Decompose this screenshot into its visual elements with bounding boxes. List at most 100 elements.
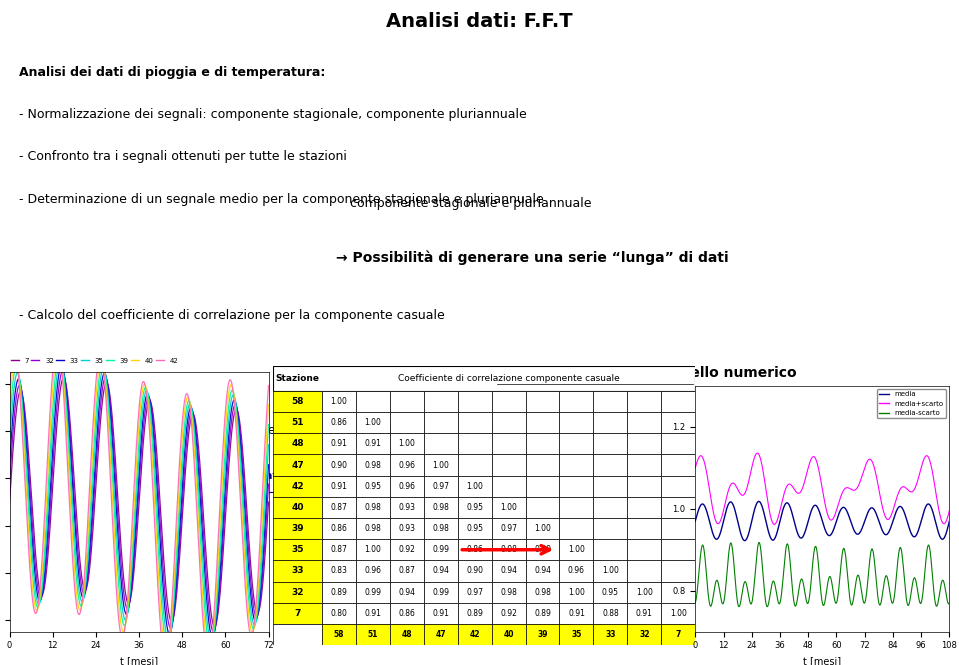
Bar xyxy=(457,602,492,624)
Bar xyxy=(492,539,526,561)
Bar xyxy=(457,581,492,602)
Bar xyxy=(356,624,389,645)
Bar xyxy=(662,391,695,412)
Bar xyxy=(662,434,695,454)
Text: 0.96: 0.96 xyxy=(398,461,415,469)
Bar xyxy=(457,434,492,454)
Text: - Confronto tra i segnali ottenuti per tutte le stazioni: - Confronto tra i segnali ottenuti per t… xyxy=(19,150,347,164)
Text: → Possibilità di generare una serie “lunga” di dati: → Possibilità di generare una serie “lun… xyxy=(336,251,728,265)
Text: 0.87: 0.87 xyxy=(331,503,347,512)
Bar xyxy=(389,412,424,434)
Bar xyxy=(457,412,492,434)
Text: 0.92: 0.92 xyxy=(501,608,517,618)
Bar xyxy=(662,454,695,475)
Text: 1.00: 1.00 xyxy=(501,503,517,512)
Text: 0.91: 0.91 xyxy=(364,608,381,618)
Bar xyxy=(389,624,424,645)
Bar xyxy=(356,581,389,602)
Text: 0.98: 0.98 xyxy=(501,545,517,554)
Text: Esempio:: Esempio: xyxy=(19,424,83,438)
Text: 0.87: 0.87 xyxy=(331,545,347,554)
Bar xyxy=(526,624,559,645)
Text: 42: 42 xyxy=(469,630,480,639)
Text: 0.96: 0.96 xyxy=(568,567,585,575)
Bar xyxy=(492,561,526,581)
Bar xyxy=(322,624,356,645)
Bar xyxy=(322,412,356,434)
Text: Coefficiente di correlazione componente casuale: Coefficiente di correlazione componente … xyxy=(398,374,620,383)
Text: Analisi dati medi mensili di temperatura dal 1990-1998 (11 stazioni): Analisi dati medi mensili di temperatura… xyxy=(86,424,519,438)
Bar xyxy=(424,602,457,624)
Bar xyxy=(356,434,389,454)
Text: Componente stagionale (segnale depurato dalla media): Componente stagionale (segnale depurato … xyxy=(19,471,367,481)
Text: - Determinazione di un segnale medio per la componente stagionale e pluriannuale: - Determinazione di un segnale medio per… xyxy=(19,193,544,206)
Bar xyxy=(273,475,322,497)
Text: 48: 48 xyxy=(292,440,304,448)
Bar xyxy=(273,602,322,624)
Text: 0.86: 0.86 xyxy=(466,545,483,554)
Bar xyxy=(356,602,389,624)
Bar xyxy=(662,602,695,624)
Text: 0.98: 0.98 xyxy=(433,503,449,512)
Bar xyxy=(627,391,662,412)
Bar xyxy=(627,624,662,645)
Text: 47: 47 xyxy=(435,630,446,639)
Text: Stazione: Stazione xyxy=(275,374,319,383)
Text: 7: 7 xyxy=(675,630,681,639)
Text: 1.00: 1.00 xyxy=(433,461,449,469)
Text: 0.98: 0.98 xyxy=(364,524,381,533)
Text: 1.00: 1.00 xyxy=(534,524,550,533)
Text: 0.94: 0.94 xyxy=(500,567,517,575)
Text: 51: 51 xyxy=(292,418,304,427)
Text: 39: 39 xyxy=(292,524,304,533)
Bar xyxy=(492,602,526,624)
Bar xyxy=(389,391,424,412)
Bar xyxy=(389,581,424,602)
Text: 0.93: 0.93 xyxy=(398,503,415,512)
Bar xyxy=(526,602,559,624)
Legend: media, media+scarto, media-scarto: media, media+scarto, media-scarto xyxy=(877,389,946,418)
Bar xyxy=(492,391,526,412)
Bar xyxy=(273,454,322,475)
Text: - Calcolo del coefficiente di correlazione per la componente casuale: - Calcolo del coefficiente di correlazio… xyxy=(19,309,445,322)
Text: 0.87: 0.87 xyxy=(398,567,415,575)
Bar xyxy=(594,624,627,645)
Text: 0.83: 0.83 xyxy=(331,567,347,575)
Text: → Confronto tra le serie da utilizzare nel modello numerico: → Confronto tra le serie da utilizzare n… xyxy=(336,366,796,380)
Text: 32: 32 xyxy=(639,630,649,639)
Text: 0.97: 0.97 xyxy=(466,588,483,597)
Bar xyxy=(559,539,594,561)
X-axis label: t [mesi]: t [mesi] xyxy=(120,656,158,665)
Bar xyxy=(457,518,492,539)
Bar xyxy=(662,539,695,561)
Bar xyxy=(457,454,492,475)
Bar xyxy=(492,454,526,475)
Bar xyxy=(424,391,457,412)
Bar xyxy=(627,412,662,434)
Bar xyxy=(594,475,627,497)
Bar xyxy=(594,561,627,581)
Bar xyxy=(559,518,594,539)
Text: 1.00: 1.00 xyxy=(398,440,415,448)
Text: 0.89: 0.89 xyxy=(331,588,347,597)
Text: 0.98: 0.98 xyxy=(364,503,381,512)
Bar xyxy=(492,624,526,645)
Text: 51: 51 xyxy=(367,630,378,639)
Bar xyxy=(662,624,695,645)
Bar xyxy=(559,454,594,475)
Bar xyxy=(526,391,559,412)
Text: 1.00: 1.00 xyxy=(670,608,687,618)
Text: 0.91: 0.91 xyxy=(433,608,449,618)
Text: 40: 40 xyxy=(503,630,514,639)
Bar xyxy=(457,391,492,412)
Text: 1.00: 1.00 xyxy=(568,545,585,554)
Bar xyxy=(424,454,457,475)
Text: 0.94: 0.94 xyxy=(398,588,415,597)
Text: 58: 58 xyxy=(334,630,344,639)
Bar xyxy=(492,497,526,518)
Bar xyxy=(662,581,695,602)
Bar xyxy=(627,581,662,602)
Bar xyxy=(492,581,526,602)
Bar xyxy=(457,561,492,581)
Text: 35: 35 xyxy=(292,545,304,554)
